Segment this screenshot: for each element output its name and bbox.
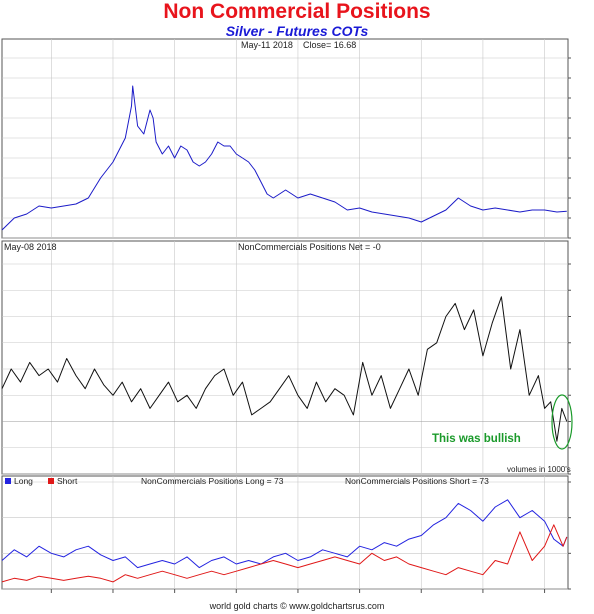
footer-credit: world gold charts © www.goldchartsrus.co… bbox=[209, 601, 385, 611]
annotation-ellipse bbox=[551, 394, 573, 450]
legend-short-swatch bbox=[48, 478, 54, 484]
chart-title: Non Commercial Positions bbox=[163, 0, 431, 23]
legend-short-label: Short bbox=[57, 476, 78, 486]
net-header-value: NonCommercials Positions Net = -0 bbox=[238, 242, 381, 252]
short-positions-line bbox=[1, 524, 568, 583]
short-header: NonCommercials Positions Short = 73 bbox=[345, 476, 489, 486]
net-positions-line bbox=[1, 296, 568, 442]
chart-subtitle: Silver - Futures COTs bbox=[225, 23, 369, 39]
legend-long-swatch bbox=[5, 478, 11, 484]
long-header: NonCommercials Positions Long = 73 bbox=[141, 476, 284, 486]
net-header-date: May-08 2018 bbox=[4, 242, 57, 252]
tick-layer bbox=[50, 57, 571, 593]
long-positions-line bbox=[1, 499, 568, 569]
annotation-text: This was bullish bbox=[432, 433, 521, 445]
volumes-note: volumes in 1000's bbox=[507, 465, 571, 474]
price-header-date: May-11 2018 bbox=[241, 40, 293, 50]
line-layer bbox=[1, 85, 568, 583]
grid-layer bbox=[2, 39, 568, 590]
price-series-line bbox=[1, 85, 567, 231]
legend-long-label: Long bbox=[14, 476, 33, 486]
price-header-close: Close= 16.68 bbox=[303, 40, 356, 50]
